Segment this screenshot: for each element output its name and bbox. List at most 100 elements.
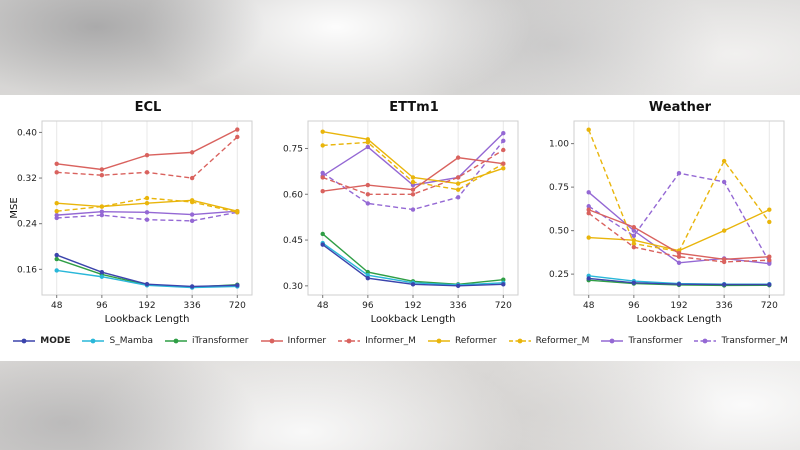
- marker: [144, 210, 150, 215]
- chart-title: ETTm1: [389, 100, 439, 115]
- marker: [631, 241, 637, 246]
- y-tick-label: 0.60: [283, 190, 303, 200]
- legend-item-informer: Informer: [260, 336, 327, 346]
- marker: [54, 208, 59, 214]
- marker: [410, 182, 416, 188]
- marker: [631, 228, 637, 233]
- chart-title: ECL: [134, 100, 162, 115]
- marker: [235, 283, 240, 288]
- y-axis-label: MSE: [9, 197, 20, 218]
- marker: [99, 167, 105, 172]
- marker: [586, 207, 591, 212]
- legend-item-itransformer: iTransformer: [164, 336, 249, 346]
- marker: [676, 260, 682, 266]
- legend-label: S_Mamba: [109, 336, 153, 346]
- marker: [721, 228, 727, 233]
- marker: [365, 269, 371, 275]
- legend-marker-icon: [82, 338, 105, 344]
- y-tick-label: 0.75: [549, 183, 569, 193]
- marker: [767, 258, 772, 263]
- x-tick-label: 720: [495, 301, 512, 311]
- figure-panel: ECL 0.16 0.24 0.32 0.40 48 96 192 336 720 Lookback…: [0, 95, 800, 361]
- legend: MODE S_Mamba iTransformer Informer Informer_…: [6, 336, 794, 346]
- legend-marker-icon: [694, 338, 717, 344]
- legend-label: Transformer_M: [721, 336, 788, 346]
- y-tick-label: 0.75: [283, 144, 303, 154]
- marker: [410, 282, 416, 287]
- x-axis-label: Lookback Length: [105, 314, 190, 325]
- marker: [455, 155, 461, 160]
- marker: [189, 198, 195, 203]
- legend-marker-icon: [427, 338, 450, 344]
- marker: [721, 257, 727, 262]
- x-tick-label: 48: [317, 301, 329, 311]
- x-tick-label: 720: [229, 301, 246, 311]
- marker: [189, 218, 195, 224]
- series-line-informer_m: [588, 212, 770, 263]
- marker: [501, 166, 506, 171]
- marker: [365, 137, 371, 142]
- marker: [235, 134, 240, 140]
- marker: [320, 189, 325, 194]
- chart-title: Weather: [648, 100, 712, 115]
- marker: [767, 254, 772, 259]
- marker: [144, 217, 150, 222]
- marker: [501, 282, 506, 287]
- chart-canvas: 0.25 0.50 0.75 1.00 48 96 192 336 720 Lookback Le…: [549, 120, 785, 325]
- x-tick-label: 720: [761, 301, 778, 311]
- marker: [365, 140, 371, 145]
- legend-item-informer_m: Informer_M: [337, 336, 416, 346]
- marker: [586, 211, 591, 216]
- marker: [99, 274, 105, 279]
- legend-marker-icon: [338, 338, 361, 344]
- marker: [365, 272, 371, 278]
- marker: [410, 192, 416, 197]
- legend-item-reformer: Reformer: [427, 336, 497, 346]
- x-tick-label: 192: [404, 301, 421, 311]
- marker: [631, 224, 637, 230]
- marker: [410, 207, 416, 212]
- legend-label: Informer: [287, 336, 327, 346]
- marker: [235, 208, 240, 214]
- marker: [320, 170, 325, 176]
- y-tick-label: 0.16: [17, 265, 37, 275]
- legend-label: Reformer_M: [535, 336, 590, 346]
- marker: [144, 281, 150, 287]
- y-tick-label: 1.00: [549, 140, 569, 150]
- marker: [99, 209, 105, 214]
- x-tick-label: 96: [628, 301, 640, 311]
- marker: [320, 231, 325, 237]
- marker: [54, 268, 59, 273]
- legend-label: iTransformer: [191, 336, 249, 346]
- x-tick-label: 336: [184, 301, 201, 311]
- marker: [586, 276, 591, 281]
- x-tick-label: 96: [362, 301, 374, 311]
- legend-item-s_mamba: S_Mamba: [81, 336, 153, 346]
- marker: [455, 283, 461, 289]
- marker: [189, 212, 195, 217]
- marker: [54, 256, 59, 262]
- x-tick-label: 192: [138, 301, 155, 311]
- marker: [235, 127, 240, 132]
- legend-item-reformer_m: Reformer_M: [508, 336, 590, 346]
- y-tick-label: 0.24: [17, 220, 37, 230]
- legend-marker-icon: [260, 338, 283, 344]
- marker: [455, 195, 461, 200]
- marker: [365, 182, 371, 188]
- chart-ettm1: ETTm1 0.30 0.45 0.60 0.75 48 96 192 336 720 Lookba…: [274, 98, 526, 333]
- y-tick-label: 0.25: [549, 270, 569, 280]
- marker: [721, 179, 727, 185]
- legend-label: Transformer: [628, 336, 683, 346]
- legend-label: MODE: [40, 336, 71, 346]
- marker: [501, 277, 506, 282]
- chart-weather: Weather 0.25 0.50 0.75 1.00 48 96 192 336 720 Look…: [540, 98, 792, 333]
- marker: [320, 143, 325, 148]
- x-axis-label: Lookback Length: [637, 314, 722, 325]
- x-tick-label: 336: [450, 301, 467, 311]
- marker: [631, 237, 637, 243]
- legend-item-transformer_m: Transformer_M: [693, 336, 788, 346]
- marker: [767, 219, 772, 225]
- marker: [410, 179, 416, 185]
- legend-marker-icon: [13, 338, 36, 344]
- marker: [586, 190, 591, 195]
